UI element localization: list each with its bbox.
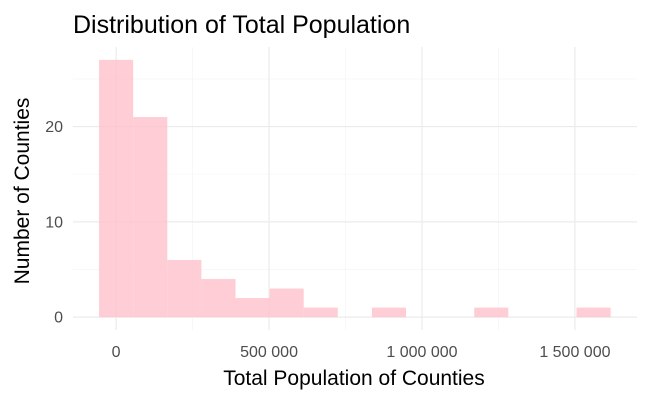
histogram-bar-0 — [99, 59, 134, 318]
histogram-bar-4 — [235, 298, 270, 318]
histogram-bar-8 — [371, 307, 407, 318]
histogram-bar-5 — [269, 288, 304, 318]
histogram-bar-1 — [133, 117, 168, 318]
y-tick-label: 0 — [54, 310, 63, 327]
histogram-bar-3 — [201, 279, 236, 318]
chart-title: Distribution of Total Population — [73, 11, 410, 39]
histogram-bar-2 — [167, 259, 202, 318]
y-tick-label: 10 — [45, 214, 63, 231]
x-tick-label: 1 000 000 — [386, 344, 457, 361]
y-axis-title: Number of Counties — [11, 98, 34, 285]
histogram-bar-6 — [303, 307, 338, 318]
bars — [99, 59, 611, 318]
x-tick-label: 500 000 — [240, 344, 298, 361]
y-tick-label: 20 — [45, 119, 63, 136]
y-axis-ticks: 0 10 20 — [45, 119, 63, 327]
histogram-bar-11 — [474, 307, 509, 318]
x-tick-label: 1 500 000 — [539, 344, 610, 361]
x-axis-title: Total Population of Counties — [223, 367, 485, 390]
x-tick-label: 0 — [112, 344, 121, 361]
histogram-bar-14 — [576, 307, 611, 318]
x-axis-ticks: 0 500 000 1 000 000 1 500 000 — [112, 344, 611, 361]
